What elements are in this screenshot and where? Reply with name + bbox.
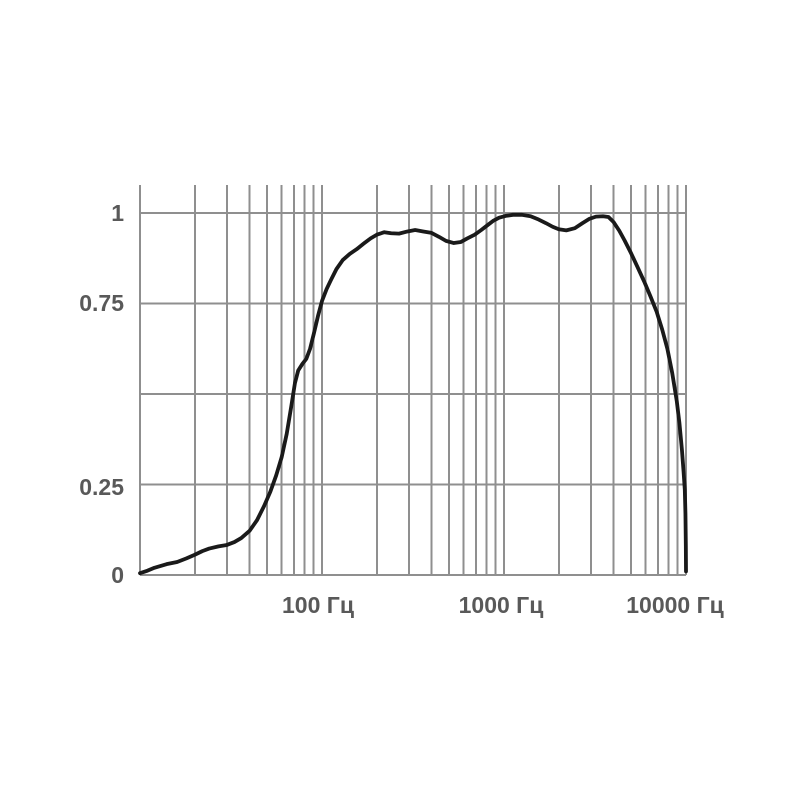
series: [138, 212, 688, 576]
x-axis-tick-labels: 100 Гц 1000 Гц 10000 Гц: [282, 592, 724, 618]
x-tick-label-100hz: 100 Гц: [282, 592, 354, 618]
frequency-response-curve: [138, 212, 688, 576]
y-tick-label-0: 0: [111, 562, 124, 588]
grid: [139, 185, 687, 576]
x-tick-label-10000hz: 10000 Гц: [626, 592, 724, 618]
y-tick-label-0-75: 0.75: [79, 290, 124, 316]
y-axis-tick-labels: 1 0.75 0.25 0: [79, 200, 124, 588]
x-tick-label-1000hz: 1000 Гц: [459, 592, 544, 618]
y-tick-label-0-25: 0.25: [79, 474, 124, 500]
y-tick-label-1: 1: [111, 200, 124, 226]
